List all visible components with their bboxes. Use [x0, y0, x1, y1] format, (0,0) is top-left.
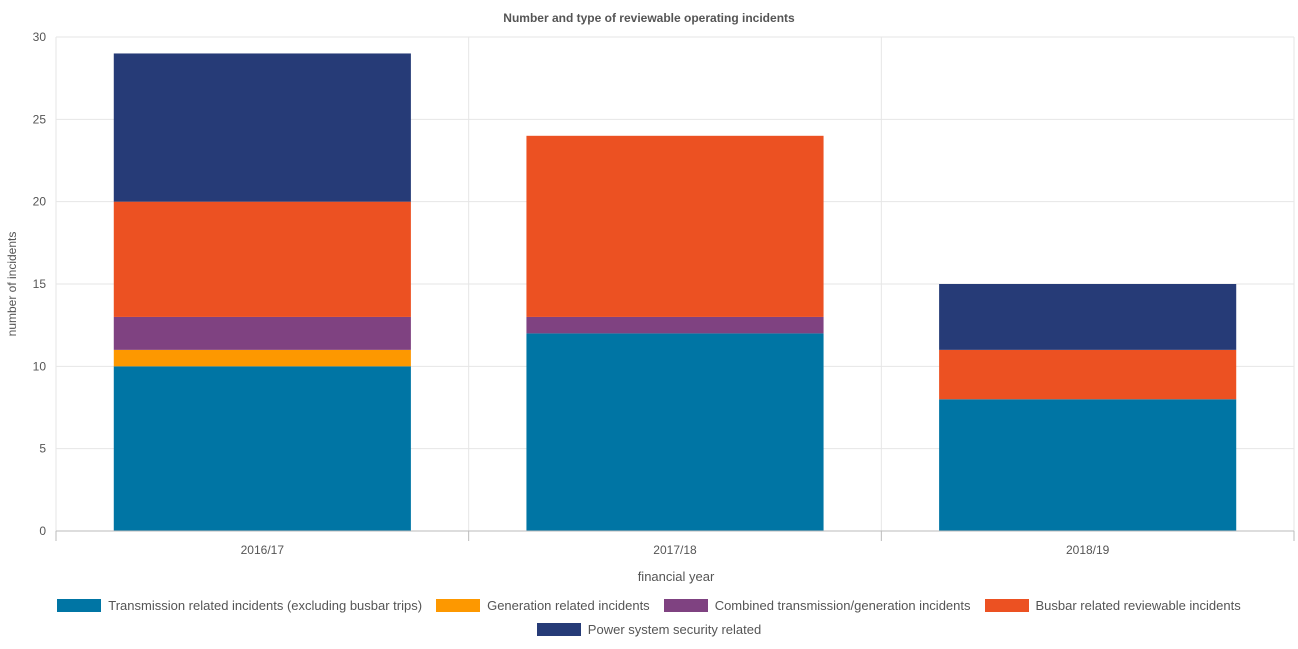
legend-swatch: [536, 622, 581, 636]
legend-swatch: [57, 598, 102, 612]
legend-swatch: [984, 598, 1029, 612]
legend-item[interactable]: Power system security related: [536, 620, 762, 638]
bar-segment: [113, 316, 411, 350]
y-tick-label: 20: [33, 195, 47, 209]
legend-swatch: [436, 598, 481, 612]
legend-item[interactable]: Transmission related incidents (excludin…: [57, 596, 422, 614]
bar-segment: [113, 201, 411, 317]
bar-segment: [113, 53, 411, 202]
bar-segment: [939, 349, 1237, 400]
bar-segment: [939, 399, 1237, 531]
legend: Transmission related incidents (excludin…: [0, 596, 1298, 638]
y-tick-label: 10: [33, 359, 47, 373]
legend-label: Generation related incidents: [487, 597, 650, 613]
bar-segment: [526, 135, 824, 317]
bar-segment: [113, 366, 411, 531]
bar-segment: [526, 316, 824, 334]
y-tick-label: 25: [33, 112, 47, 126]
y-tick-label: 0: [39, 524, 46, 538]
legend-item[interactable]: Generation related incidents: [436, 596, 650, 614]
x-axis-label: financial year: [638, 569, 715, 584]
legend-label: Busbar related reviewable incidents: [1035, 597, 1241, 613]
x-tick-label: 2018/19: [1066, 543, 1110, 557]
y-tick-label: 15: [33, 277, 47, 291]
bar-segment: [526, 333, 824, 531]
bars: [113, 53, 1237, 531]
legend-label: Combined transmission/generation inciden…: [714, 597, 971, 613]
chart-plot: Number and type of reviewable operating …: [5, 11, 1295, 584]
bar-segment: [939, 284, 1237, 350]
axes: 0 5 10 15 20 25 30 2016/17 2017/18 2018/19: [33, 30, 1295, 557]
x-tick-label: 2017/18: [653, 543, 697, 557]
legend-label: Power system security related: [587, 621, 762, 637]
legend-label: Transmission related incidents (excludin…: [108, 597, 423, 613]
x-tick-label: 2016/17: [241, 543, 285, 557]
y-axis-label: number of incidents: [5, 232, 19, 337]
chart-title: Number and type of reviewable operating …: [503, 11, 795, 25]
legend-item[interactable]: Busbar related reviewable incidents: [984, 596, 1241, 614]
legend-item[interactable]: Combined transmission/generation inciden…: [663, 596, 971, 614]
bar-segment: [113, 349, 411, 367]
y-tick-label: 5: [39, 442, 46, 456]
y-tick-label: 30: [33, 30, 47, 44]
legend-swatch: [663, 598, 708, 612]
